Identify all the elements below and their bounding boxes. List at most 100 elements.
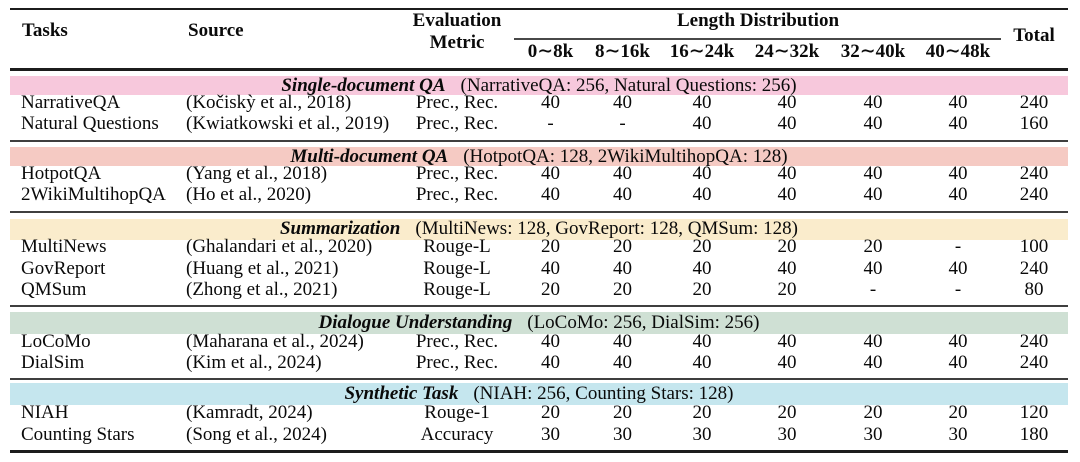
source-cell: (Song et al., 2024) (186, 423, 327, 445)
bin-header-8-16k: 8∼16k (595, 41, 650, 63)
bin-cell: 20 (541, 236, 560, 258)
bin-cell: 40 (777, 91, 797, 113)
table-row: GovReport (Huang et al., 2021) Rouge-L 4… (10, 258, 1068, 280)
task-cell: MultiNews (21, 236, 107, 258)
bin-cell: 40 (692, 331, 712, 352)
section-title: Multi-document QA (290, 145, 449, 167)
bin-cell: 20 (863, 236, 883, 258)
section-band-summarization: Summarization (MultiNews: 128, GovReport:… (10, 218, 1068, 240)
task-cell: GovReport (21, 257, 106, 279)
metric-cell: Rouge-L (423, 279, 491, 300)
section-band-single-document-qa: Single-document QA (NarrativeQA: 256, Nat… (10, 74, 1068, 96)
bin-cell: 40 (613, 257, 632, 279)
bin-header-24-32k: 24∼32k (754, 41, 820, 63)
bin-cell: 40 (692, 184, 712, 206)
table-row: Natural Questions (Kwiatkowski et al., 2… (10, 113, 1068, 135)
metric-cell: Prec., Rec. (415, 162, 499, 184)
bin-cell: 30 (777, 423, 797, 445)
task-cell: NIAH (21, 401, 69, 423)
length-distribution-rule (514, 37, 1001, 40)
bin-cell: 30 (613, 423, 632, 445)
source-cell: (Huang et al., 2021) (186, 257, 339, 279)
task-cell: NarrativeQA (21, 91, 121, 113)
total-cell: 240 (1019, 184, 1049, 206)
section-band-multi-document-qa: Multi-document QA (HotpotQA: 128, 2WikiMu… (10, 145, 1068, 167)
bin-cell: 40 (541, 257, 560, 279)
section-rule-synthetic-task (10, 377, 1068, 380)
bin-cell: 40 (777, 113, 797, 135)
bin-cell: 40 (613, 184, 632, 206)
section-title: Single-document QA (281, 74, 446, 96)
bin-cell: 20 (613, 279, 632, 300)
source-cell: (Yang et al., 2018) (186, 162, 328, 184)
bin-cell: 40 (948, 352, 968, 374)
bin-cell: - (954, 279, 962, 300)
bin-cell: 20 (692, 236, 712, 258)
bin-cell: 40 (948, 331, 968, 352)
top-rule (10, 7, 1068, 10)
total-cell: 240 (1019, 352, 1049, 374)
task-cell: QMSum (21, 279, 87, 300)
bin-cell: 20 (863, 401, 883, 423)
total-cell: 240 (1019, 91, 1049, 113)
bin-cell: 40 (541, 91, 560, 113)
metric-cell: Prec., Rec. (415, 352, 499, 374)
bin-cell: 40 (692, 91, 712, 113)
table-row: DialSim (Kim et al., 2024) Prec., Rec. 4… (10, 352, 1068, 374)
bin-cell: 40 (541, 162, 560, 184)
bin-cell: 20 (777, 236, 797, 258)
section-title: Summarization (279, 218, 401, 240)
col-header-length-distribution: Length Distribution (676, 10, 840, 31)
bin-cell: 20 (541, 279, 560, 300)
bin-cell: 40 (692, 257, 712, 279)
bin-cell: 40 (863, 331, 883, 352)
bottom-rule (10, 450, 1068, 453)
bin-cell: 30 (692, 423, 712, 445)
metric-cell: Accuracy (420, 423, 494, 445)
section-band-synthetic-task: Synthetic Task (NIAH: 256, Counting Stars… (10, 383, 1068, 406)
source-cell: (Zhong et al., 2021) (186, 279, 338, 300)
table-row: MultiNews (Ghalandari et al., 2020) Roug… (10, 236, 1068, 258)
bin-cell: 20 (777, 279, 797, 300)
section-band-dialogue-understanding: Dialogue Understanding (LoCoMo: 256, Dial… (10, 312, 1068, 335)
source-cell: (Kamradt, 2024) (186, 401, 313, 423)
table-row: HotpotQA (Yang et al., 2018) Prec., Rec.… (10, 163, 1068, 185)
section-rule-multi-document-qa (10, 139, 1068, 142)
section-rule-summarization (10, 211, 1068, 214)
bin-cell: 40 (692, 352, 712, 374)
bin-cell: 40 (541, 184, 560, 206)
metric-cell: Prec., Rec. (415, 331, 499, 352)
section-title: Synthetic Task (344, 383, 459, 405)
col-header-total: Total (1013, 25, 1055, 47)
total-cell: 240 (1019, 162, 1049, 184)
task-cell: Counting Stars (21, 423, 135, 445)
total-cell: 100 (1019, 236, 1049, 258)
total-cell: 180 (1019, 423, 1049, 445)
metric-cell: Rouge-1 (424, 401, 490, 423)
section-note: (MultiNews: 128, GovReport: 128, QMSum: … (415, 218, 799, 240)
task-cell: Natural Questions (21, 113, 159, 135)
metric-cell: Prec., Rec. (415, 113, 499, 135)
section-note: (HotpotQA: 128, 2WikiMultihopQA: 128) (463, 145, 788, 167)
table-row: 2WikiMultihopQA (Ho et al., 2020) Prec.,… (10, 184, 1068, 206)
bin-cell: 40 (692, 162, 712, 184)
bin-cell: 20 (777, 401, 797, 423)
table-row: LoCoMo (Maharana et al., 2024) Prec., Re… (10, 331, 1068, 353)
col-header-metric-line1: Evaluation (412, 10, 502, 31)
bin-cell: 40 (777, 162, 797, 184)
bin-cell: 20 (692, 279, 712, 300)
bin-cell: 40 (948, 113, 968, 135)
metric-cell: Prec., Rec. (415, 184, 499, 206)
bin-cell: 20 (613, 401, 632, 423)
table: Tasks Source Evaluation Metric Length Di… (10, 0, 1068, 462)
bin-cell: 40 (777, 184, 797, 206)
section-note: (LoCoMo: 256, DialSim: 256) (527, 312, 760, 334)
bin-cell: 40 (541, 331, 560, 352)
bin-cell: 40 (692, 113, 712, 135)
section-note: (NarrativeQA: 256, Natural Questions: 25… (460, 74, 797, 96)
total-cell: 240 (1019, 257, 1049, 279)
bin-cell: 20 (613, 236, 632, 258)
section-note: (NIAH: 256, Counting Stars: 128) (473, 383, 734, 405)
bin-cell: 40 (613, 91, 632, 113)
